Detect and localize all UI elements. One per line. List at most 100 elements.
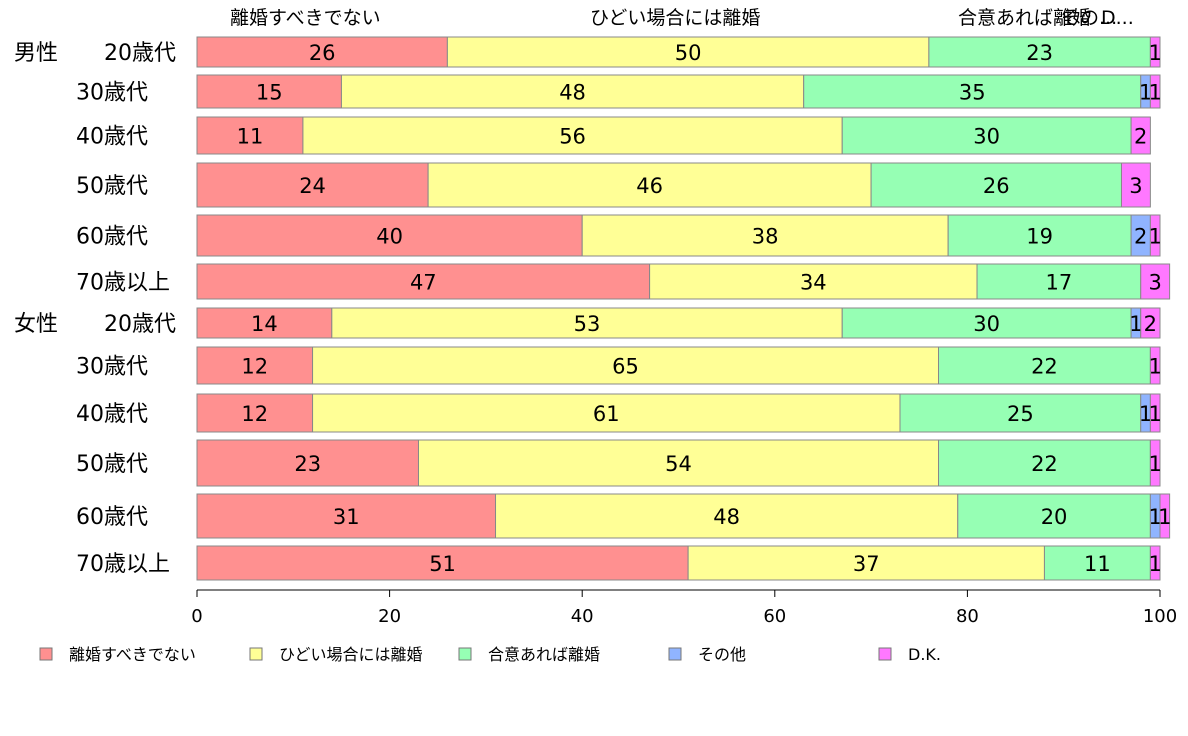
data-label: 25 [1007, 402, 1034, 426]
data-label: 1 [1148, 552, 1161, 576]
data-label: 1 [1129, 312, 1142, 336]
data-label: 35 [959, 81, 986, 105]
data-label: 3 [1148, 271, 1161, 295]
bar-segment [1120, 162, 1151, 208]
data-label: 1 [1148, 452, 1161, 476]
data-label: 22 [1031, 452, 1058, 476]
top-labels: 離婚すべきでない ひどい場合には離婚 合意あれば離婚その...D... [230, 7, 1134, 29]
bar-segment [947, 214, 1132, 257]
data-label: 26 [983, 174, 1010, 198]
bar-segment [1149, 545, 1161, 581]
bar-segment [1140, 307, 1161, 339]
group-label: 男性 [14, 41, 58, 66]
bar-segment [938, 346, 1151, 385]
data-label: 1 [1148, 41, 1161, 65]
legend-label: 離婚すべきでない [69, 645, 196, 664]
legend-label: その他 [698, 645, 746, 664]
bar-segment [427, 162, 872, 208]
data-label: 40 [376, 225, 403, 249]
row-label: 40歳代 [76, 125, 148, 150]
bar-segment [938, 439, 1151, 487]
row-label: 60歳代 [76, 505, 148, 530]
bar-segment [196, 36, 448, 68]
data-label: 1 [1148, 505, 1161, 529]
data-label: 17 [1046, 271, 1073, 295]
legend-swatch [668, 647, 682, 661]
data-label: 61 [593, 402, 620, 426]
data-label: 1 [1139, 402, 1152, 426]
data-label: 30 [973, 125, 1000, 149]
data-label: 11 [1084, 552, 1111, 576]
bar-segment [331, 307, 843, 339]
bar-segment [1149, 439, 1161, 487]
legend-label: ひどい場合には離婚 [279, 645, 423, 664]
bar-segment [196, 493, 497, 539]
data-label: 26 [309, 41, 336, 65]
row-label: 50歳代 [76, 174, 148, 199]
bar-segment [196, 439, 419, 487]
data-label: 1 [1148, 402, 1161, 426]
bar-segment [1149, 393, 1161, 433]
bar-segment [196, 545, 689, 581]
row-label: 30歳代 [76, 355, 148, 380]
legend-swatch [458, 647, 472, 661]
data-label: 19 [1026, 225, 1053, 249]
x-tick-label: 80 [956, 606, 979, 627]
bar-segment [1149, 214, 1161, 257]
data-label: 20 [1041, 505, 1068, 529]
data-label: 11 [237, 125, 264, 149]
data-label: 30 [973, 312, 1000, 336]
x-tick-label: 100 [1143, 606, 1177, 627]
row-label: 20歳代 [104, 41, 176, 66]
data-label: 1 [1148, 355, 1161, 379]
data-label: 2 [1144, 312, 1157, 336]
bar-segment [976, 263, 1142, 300]
data-label: 1 [1148, 81, 1161, 105]
bar-segment [1130, 116, 1151, 155]
bar-segment [841, 307, 1132, 339]
data-label: 3 [1129, 174, 1142, 198]
data-label: 23 [1026, 41, 1053, 65]
bar-segment [302, 116, 843, 155]
data-label: 31 [333, 505, 360, 529]
bar-segment [581, 214, 949, 257]
bar-segment [1140, 263, 1171, 300]
data-label: 12 [241, 402, 268, 426]
bar-segment [1043, 545, 1151, 581]
bar-segment [196, 162, 429, 208]
bar-segment [957, 493, 1151, 539]
x-axis: 0 20 40 60 80 100 [191, 589, 1177, 627]
top-column-label: 合意あれば離婚 [958, 7, 1091, 29]
group-label: 女性 [14, 312, 58, 337]
bar-segment [196, 116, 304, 155]
data-label: 1 [1148, 225, 1161, 249]
top-column-label: その... [1061, 7, 1117, 29]
data-label: 1 [1139, 81, 1152, 105]
data-label: 2 [1134, 225, 1147, 249]
data-label: 46 [636, 174, 663, 198]
row-label: 70歳以上 [76, 271, 170, 296]
row-label: 20歳代 [104, 312, 176, 337]
data-label: 24 [299, 174, 326, 198]
bar-segment [1149, 74, 1161, 109]
x-tick-label: 40 [571, 606, 594, 627]
legend-label: 合意あれば離婚 [488, 645, 600, 664]
row-labels: 20歳代 30歳代 40歳代 50歳代 60歳代 70歳以上 20歳代 30歳代 40歳代 50歳… [76, 41, 176, 577]
bar-segment [495, 493, 959, 539]
data-label: 54 [665, 452, 692, 476]
data-label: 14 [251, 312, 278, 336]
bar-segment [196, 346, 314, 385]
legend-swatch [39, 647, 53, 661]
bar-segment [196, 393, 314, 433]
bar-segment [1159, 493, 1171, 539]
top-column-label: ひどい場合には離婚 [590, 7, 760, 29]
legend-swatch [249, 647, 263, 661]
bar-segment [196, 214, 583, 257]
top-column-label: D... [1101, 7, 1134, 29]
row-label: 40歳代 [76, 402, 148, 427]
data-label: 15 [256, 81, 283, 105]
data-label: 38 [752, 225, 779, 249]
